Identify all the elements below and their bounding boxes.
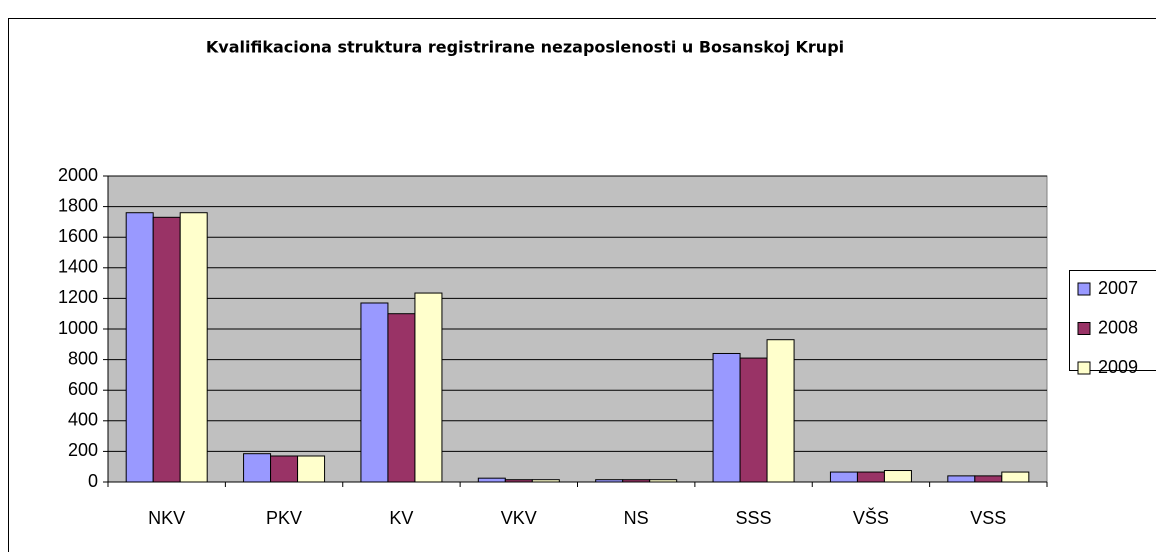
bar	[388, 314, 415, 482]
bar	[505, 480, 532, 482]
bar	[478, 478, 505, 482]
legend-label: 2008	[1098, 317, 1138, 337]
legend-swatch	[1078, 283, 1090, 295]
bar	[126, 213, 153, 482]
bar	[975, 476, 1002, 482]
y-tick-label: 1800	[58, 195, 98, 215]
legend-label: 2007	[1098, 278, 1138, 298]
legend-label: 2009	[1098, 357, 1138, 377]
bar	[596, 480, 623, 482]
bar	[884, 471, 911, 482]
bar	[244, 454, 271, 482]
x-tick-label: VSS	[970, 508, 1006, 528]
bar	[298, 456, 325, 482]
y-tick-label: 0	[88, 471, 98, 491]
x-tick-label: KV	[389, 508, 413, 528]
x-tick-label: NKV	[148, 508, 185, 528]
bar	[623, 480, 650, 482]
bar	[830, 472, 857, 482]
bar	[271, 456, 298, 482]
x-tick-label: SSS	[736, 508, 772, 528]
x-tick-label: PKV	[266, 508, 302, 528]
y-tick-label: 600	[68, 379, 98, 399]
bar	[1002, 472, 1029, 482]
bar	[713, 353, 740, 482]
x-tick-label: VKV	[501, 508, 537, 528]
y-tick-label: 200	[68, 440, 98, 460]
bar	[740, 358, 767, 482]
bar	[415, 293, 442, 482]
bar	[857, 472, 884, 482]
y-tick-label: 2000	[58, 165, 98, 185]
y-tick-label: 800	[68, 348, 98, 368]
chart-title: Kvalifikaciona struktura registrirane ne…	[206, 38, 844, 57]
bar	[948, 476, 975, 482]
y-tick-label: 400	[68, 410, 98, 430]
bar	[532, 480, 559, 482]
x-tick-label: VŠS	[853, 507, 889, 528]
legend-swatch	[1078, 323, 1090, 335]
bar	[361, 303, 388, 482]
bar	[180, 213, 207, 482]
y-tick-label: 1400	[58, 257, 98, 277]
y-tick-label: 1600	[58, 226, 98, 246]
y-tick-label: 1200	[58, 287, 98, 307]
bar	[650, 480, 677, 482]
y-tick-label: 1000	[58, 318, 98, 338]
bar	[767, 340, 794, 482]
x-tick-label: NS	[624, 508, 649, 528]
bar	[153, 217, 180, 482]
legend-swatch	[1078, 362, 1090, 374]
